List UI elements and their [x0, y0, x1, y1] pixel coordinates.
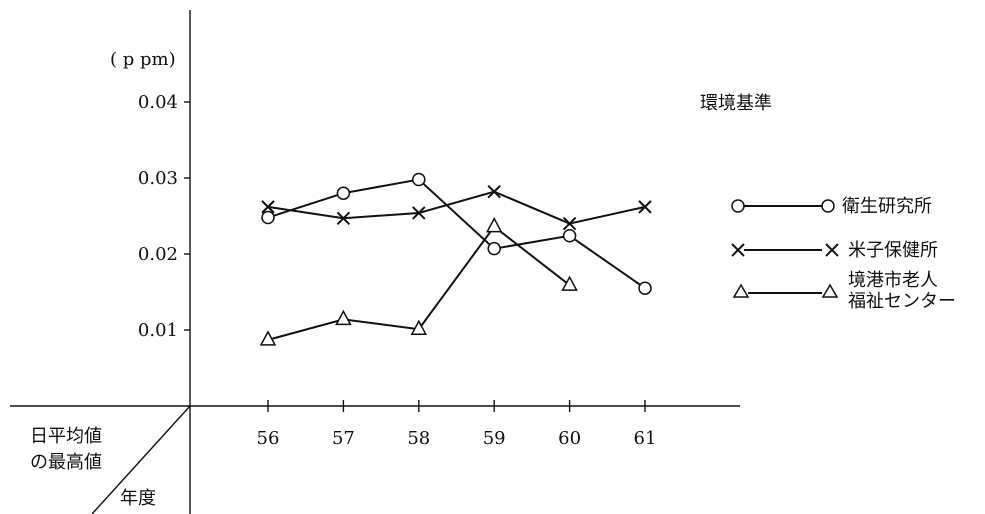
point-cross-2 [412, 206, 426, 220]
x-tick-label-2: 58 [407, 428, 430, 449]
point-cross-0 [261, 200, 275, 214]
point-cross-5 [638, 200, 652, 214]
point-cross-1 [336, 211, 351, 225]
legend-label-circle: 衛生研究所 [842, 196, 932, 217]
series-line-cross [267, 190, 646, 225]
legend-triangle-marker-start [732, 283, 750, 298]
legend-triangle-marker-end [821, 283, 839, 298]
x-tick-label-5: 61 [634, 428, 657, 449]
corner-label-top-2: の最高値 [30, 452, 102, 473]
point-circle-0 [261, 210, 275, 225]
legend-item-triangle: 境港市老人 福祉センター [732, 270, 956, 312]
point-triangle-2 [410, 319, 428, 335]
point-cross-3 [487, 184, 501, 199]
legend-label-cross: 米子保健所 [848, 240, 938, 261]
y-tick-group: 0.01 0.02 0.03 0.04 [138, 92, 190, 341]
y-tick-label-1: 0.02 [138, 244, 178, 265]
standard-label: 環境基準 [700, 93, 772, 114]
legend: 衛生研究所 米子保健所 境港市老人 福祉センター [731, 196, 956, 312]
legend-cross-marker-start [731, 243, 745, 257]
point-triangle-0 [259, 330, 277, 346]
legend-label-triangle-1: 境港市老人 [848, 270, 938, 291]
series-group [259, 172, 652, 346]
x-tick-group: 56 57 58 59 60 61 [257, 400, 657, 449]
legend-label-triangle-2: 福祉センター [848, 291, 956, 312]
x-tick-label-1: 57 [332, 428, 355, 449]
legend-circle-marker-start [731, 199, 745, 213]
y-tick-label-0: 0.01 [138, 320, 178, 341]
point-circle-5 [638, 281, 652, 295]
point-triangle-3 [485, 217, 503, 233]
corner-label-top-1: 日平均値 [30, 426, 102, 447]
point-circle-4 [562, 229, 577, 243]
point-circle-2 [412, 172, 426, 187]
legend-item-cross: 米子保健所 [731, 240, 938, 261]
point-cross-4 [562, 216, 577, 231]
x-tick-label-4: 60 [558, 428, 581, 449]
point-triangle-4 [561, 275, 578, 291]
x-tick-label-3: 59 [483, 428, 506, 449]
corner-diagonal [91, 405, 191, 514]
series-line-circle [267, 178, 646, 290]
y-tick-label-3: 0.04 [138, 92, 178, 113]
point-triangle-1 [335, 309, 352, 326]
legend-circle-marker-end [821, 199, 835, 213]
x-tick-label-0: 56 [257, 428, 280, 449]
point-circle-3 [487, 241, 501, 256]
legend-cross-marker-end [825, 243, 839, 257]
point-circle-1 [336, 186, 351, 200]
legend-item-circle: 衛生研究所 [731, 196, 932, 217]
y-unit-label: ( p pm) [110, 49, 176, 70]
corner-label-bottom: 年度 [120, 488, 156, 509]
y-tick-label-2: 0.03 [138, 168, 178, 189]
